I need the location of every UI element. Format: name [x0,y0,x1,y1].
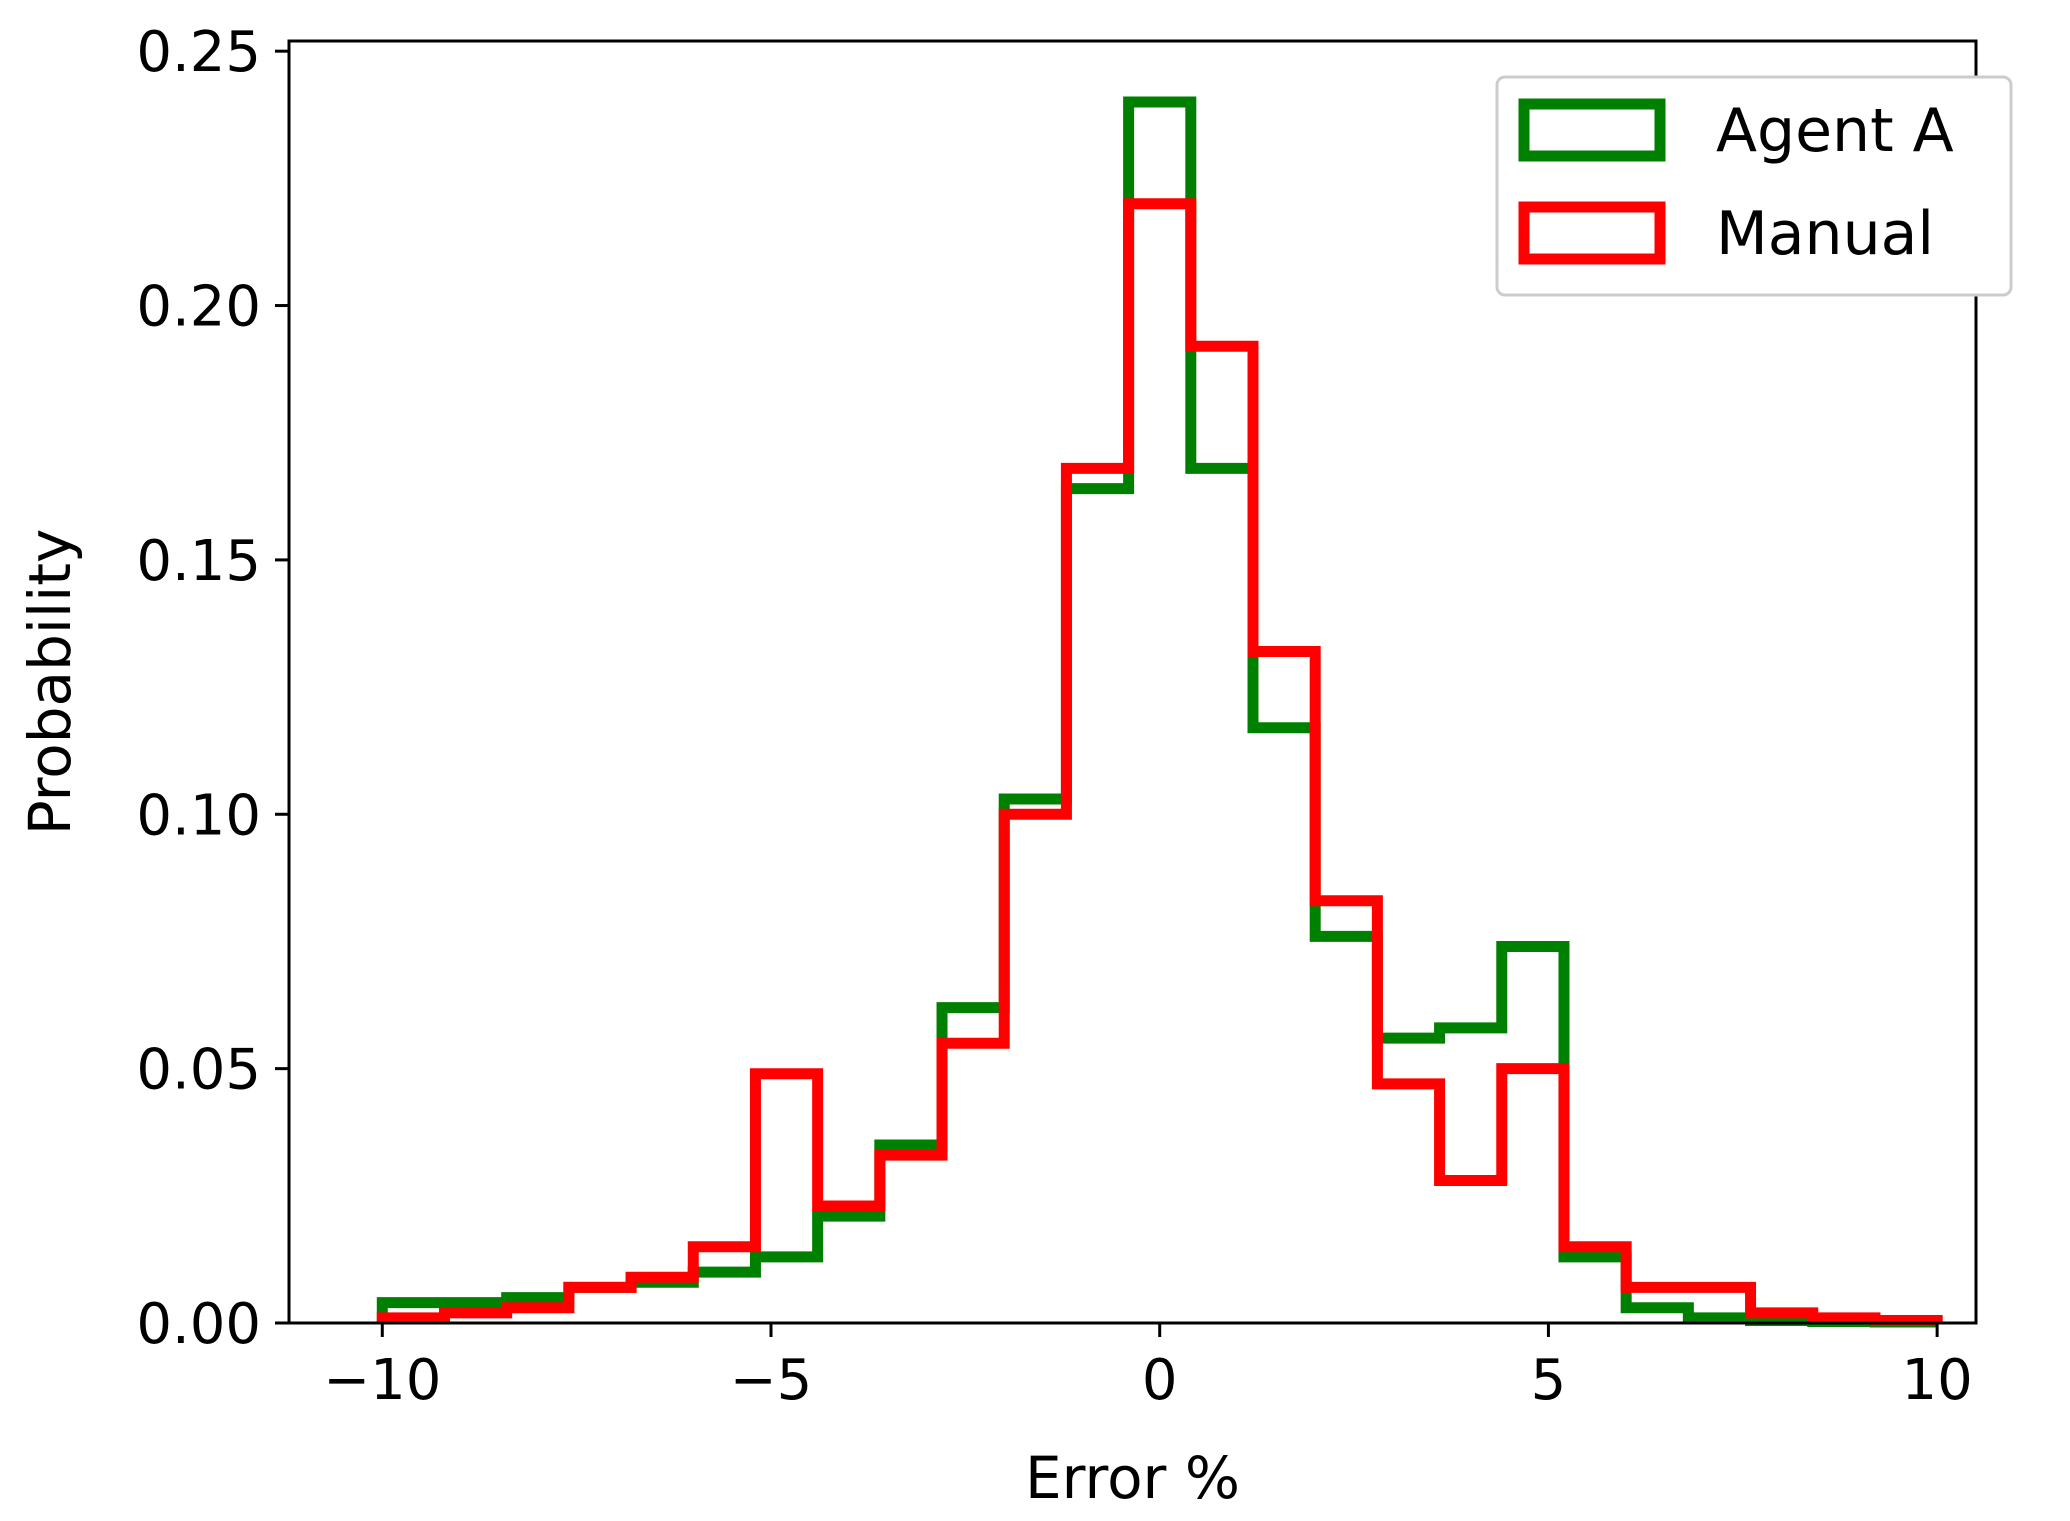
x-tick-label: 0 [1142,1348,1178,1413]
y-tick-label: 0.25 [136,20,261,85]
legend: Agent A Manual [1495,75,2013,297]
y-axis-label: Probability [16,529,84,836]
series-line-manual [376,198,1943,1326]
x-tick-label: 10 [1901,1348,1972,1413]
x-axis-label: Error % [1025,1444,1240,1512]
legend-box [1495,75,2013,297]
y-tick-label: 0.10 [136,783,261,848]
y-tick-label: 0.00 [136,1292,261,1357]
x-tick-label: −10 [323,1348,441,1413]
y-axis: 0.00 0.05 0.10 0.15 0.20 0.25 [136,20,289,1357]
series-group [376,96,1943,1328]
legend-swatch-manual [1518,201,1666,265]
x-axis: −10 −5 0 5 10 [323,1323,1973,1413]
legend-label: Agent A [1716,96,1954,166]
plot-frame [287,39,1978,1325]
legend-label: Manual [1716,199,1934,269]
legend-swatch-agent-a [1518,98,1666,162]
y-tick-label: 0.20 [136,275,261,340]
x-tick-label: −5 [730,1348,813,1413]
y-tick-label: 0.05 [136,1038,261,1103]
x-tick-label: 5 [1531,1348,1567,1413]
y-tick-label: 0.15 [136,529,261,594]
